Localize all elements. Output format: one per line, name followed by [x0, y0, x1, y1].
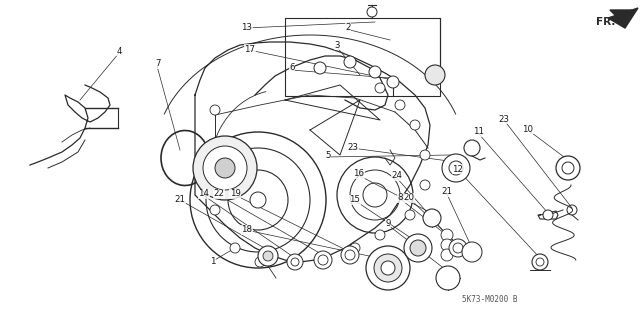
- Circle shape: [375, 83, 385, 93]
- Text: 12: 12: [452, 165, 463, 174]
- Circle shape: [366, 246, 410, 290]
- Text: 15: 15: [349, 196, 360, 204]
- Text: 23: 23: [348, 143, 358, 152]
- Circle shape: [210, 140, 220, 150]
- Circle shape: [441, 229, 453, 241]
- Text: 6: 6: [289, 63, 295, 72]
- Circle shape: [320, 253, 330, 263]
- Text: 20: 20: [403, 194, 415, 203]
- Text: FR.: FR.: [596, 17, 616, 27]
- Text: 5K73-M0200 B: 5K73-M0200 B: [462, 295, 518, 305]
- Text: 24: 24: [392, 172, 403, 181]
- Circle shape: [350, 243, 360, 253]
- Text: 1: 1: [211, 256, 216, 265]
- Circle shape: [314, 251, 332, 269]
- Text: 17: 17: [244, 44, 255, 54]
- Text: 13: 13: [241, 23, 253, 32]
- Circle shape: [420, 180, 430, 190]
- Circle shape: [436, 266, 460, 290]
- Circle shape: [442, 154, 470, 182]
- Circle shape: [387, 76, 399, 88]
- Circle shape: [449, 239, 467, 257]
- Circle shape: [395, 100, 405, 110]
- Circle shape: [367, 7, 377, 17]
- Text: 22: 22: [214, 189, 225, 198]
- Text: 7: 7: [156, 60, 161, 69]
- Circle shape: [263, 251, 273, 261]
- Circle shape: [290, 257, 300, 267]
- Polygon shape: [610, 10, 632, 22]
- Circle shape: [314, 62, 326, 74]
- Circle shape: [344, 56, 356, 68]
- Circle shape: [341, 246, 359, 264]
- Circle shape: [410, 240, 426, 256]
- Circle shape: [255, 257, 265, 267]
- Text: 16: 16: [353, 169, 365, 179]
- Circle shape: [375, 230, 385, 240]
- Text: 18: 18: [241, 226, 253, 234]
- Circle shape: [374, 254, 402, 282]
- Circle shape: [203, 146, 247, 190]
- Circle shape: [193, 136, 257, 200]
- Circle shape: [441, 239, 453, 251]
- Circle shape: [532, 254, 548, 270]
- Circle shape: [425, 65, 445, 85]
- Text: 21: 21: [175, 196, 186, 204]
- Text: 19: 19: [230, 189, 241, 198]
- Polygon shape: [608, 8, 638, 28]
- Text: 2: 2: [345, 24, 351, 33]
- Text: 23: 23: [499, 115, 509, 123]
- Text: 14: 14: [198, 189, 209, 198]
- Circle shape: [441, 249, 453, 261]
- Circle shape: [287, 254, 303, 270]
- Text: 8: 8: [397, 194, 403, 203]
- Text: 4: 4: [116, 47, 122, 56]
- Circle shape: [369, 66, 381, 78]
- Text: 21: 21: [442, 188, 452, 197]
- Text: 11: 11: [474, 128, 484, 137]
- Circle shape: [556, 156, 580, 180]
- Text: 5: 5: [325, 152, 331, 160]
- Circle shape: [410, 120, 420, 130]
- Circle shape: [462, 242, 482, 262]
- Circle shape: [543, 210, 553, 220]
- Circle shape: [230, 243, 240, 253]
- Text: 10: 10: [522, 124, 534, 133]
- Circle shape: [250, 192, 266, 208]
- Circle shape: [381, 261, 395, 275]
- Circle shape: [210, 205, 220, 215]
- Circle shape: [405, 210, 415, 220]
- Text: 3: 3: [334, 41, 340, 49]
- Circle shape: [423, 209, 441, 227]
- Circle shape: [215, 158, 235, 178]
- Circle shape: [258, 246, 278, 266]
- Text: 9: 9: [385, 219, 390, 228]
- Circle shape: [210, 105, 220, 115]
- Bar: [285, 18, 440, 96]
- Circle shape: [210, 170, 220, 180]
- Circle shape: [404, 234, 432, 262]
- Circle shape: [420, 150, 430, 160]
